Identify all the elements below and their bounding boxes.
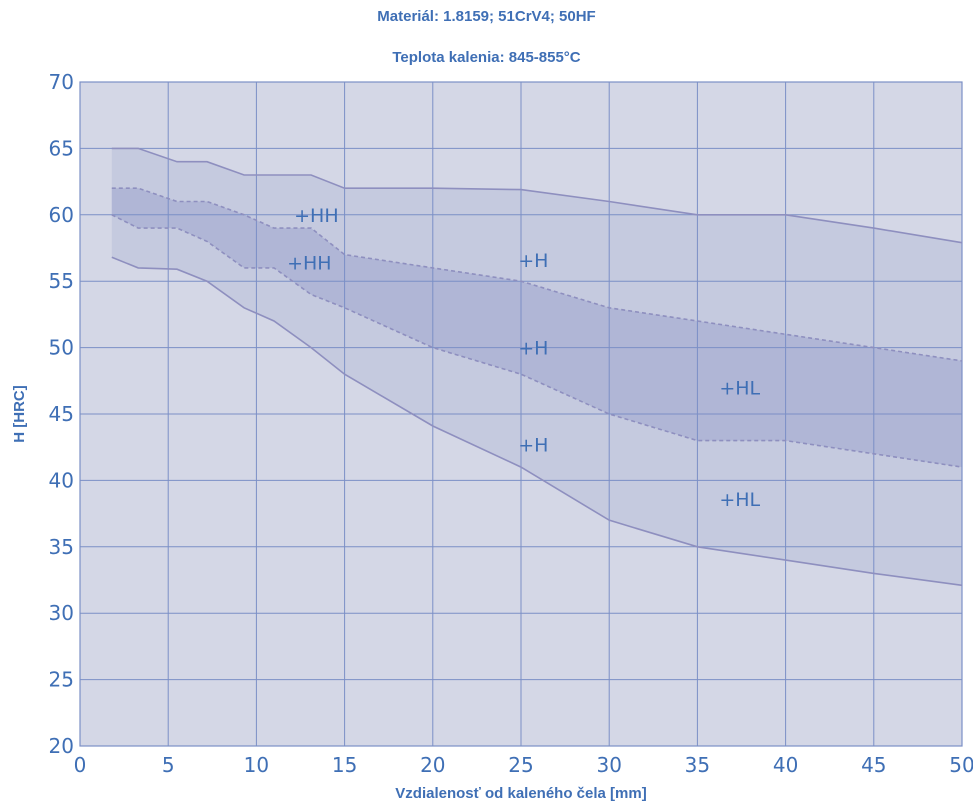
x-tick-label: 25 [508,753,533,777]
band-layer [111,148,963,586]
y-tick-label: 35 [49,535,74,559]
x-tick-label: 50 [949,753,973,777]
x-tick-label: 30 [596,753,621,777]
band-label: +HH [287,253,332,275]
x-tick-label: 0 [74,753,87,777]
series-line [111,187,963,362]
line-layer [111,147,963,587]
x-tick-label: 5 [162,753,175,777]
x-tick-label: 45 [861,753,886,777]
chart-subtitle: Teplota kalenia: 845-855°C [392,49,581,66]
series-line [111,214,963,468]
plot-frame [79,81,963,747]
x-tick-label: 35 [685,753,710,777]
x-tick-label: 10 [244,753,269,777]
x-tick-label: 20 [420,753,445,777]
y-tick-label: 55 [49,269,74,293]
y-tick-label: 70 [49,70,74,94]
x-tick-label: 40 [773,753,798,777]
y-tick-label: 50 [49,336,74,360]
band-label: +H [518,435,548,457]
y-tick-label: 20 [49,734,74,758]
y-tick-label: 60 [49,203,74,227]
grid-layer [79,81,963,747]
y-tick-label: 25 [49,668,74,692]
y-tick-label: 45 [49,402,74,426]
y-tick-label: 65 [49,136,74,160]
series-line [111,147,963,244]
y-tick-label: 40 [49,468,74,492]
y-axis-label: H [HRC] [11,385,28,443]
chart-title: Materiál: 1.8159; 51CrV4; 50HF [377,8,596,25]
series-line [111,256,963,587]
x-axis-label: Vzdialenosť od kaleného čela [mm] [395,785,646,802]
band-inner-area [111,188,963,468]
band-label: +HL [719,377,760,399]
annotation-layer: +HH +HH +H +H +H +HL +HL [287,205,760,511]
band-label: +H [518,250,548,272]
band-label: +HL [719,489,760,511]
tick-layer: 0 5 10 15 20 25 30 35 40 45 50 20 25 30 35 40 45 50 55 60 65… [49,70,973,777]
band-label: +H [518,338,548,360]
y-tick-label: 30 [49,601,74,625]
band-label: +HH [294,205,339,227]
x-tick-label: 15 [332,753,357,777]
